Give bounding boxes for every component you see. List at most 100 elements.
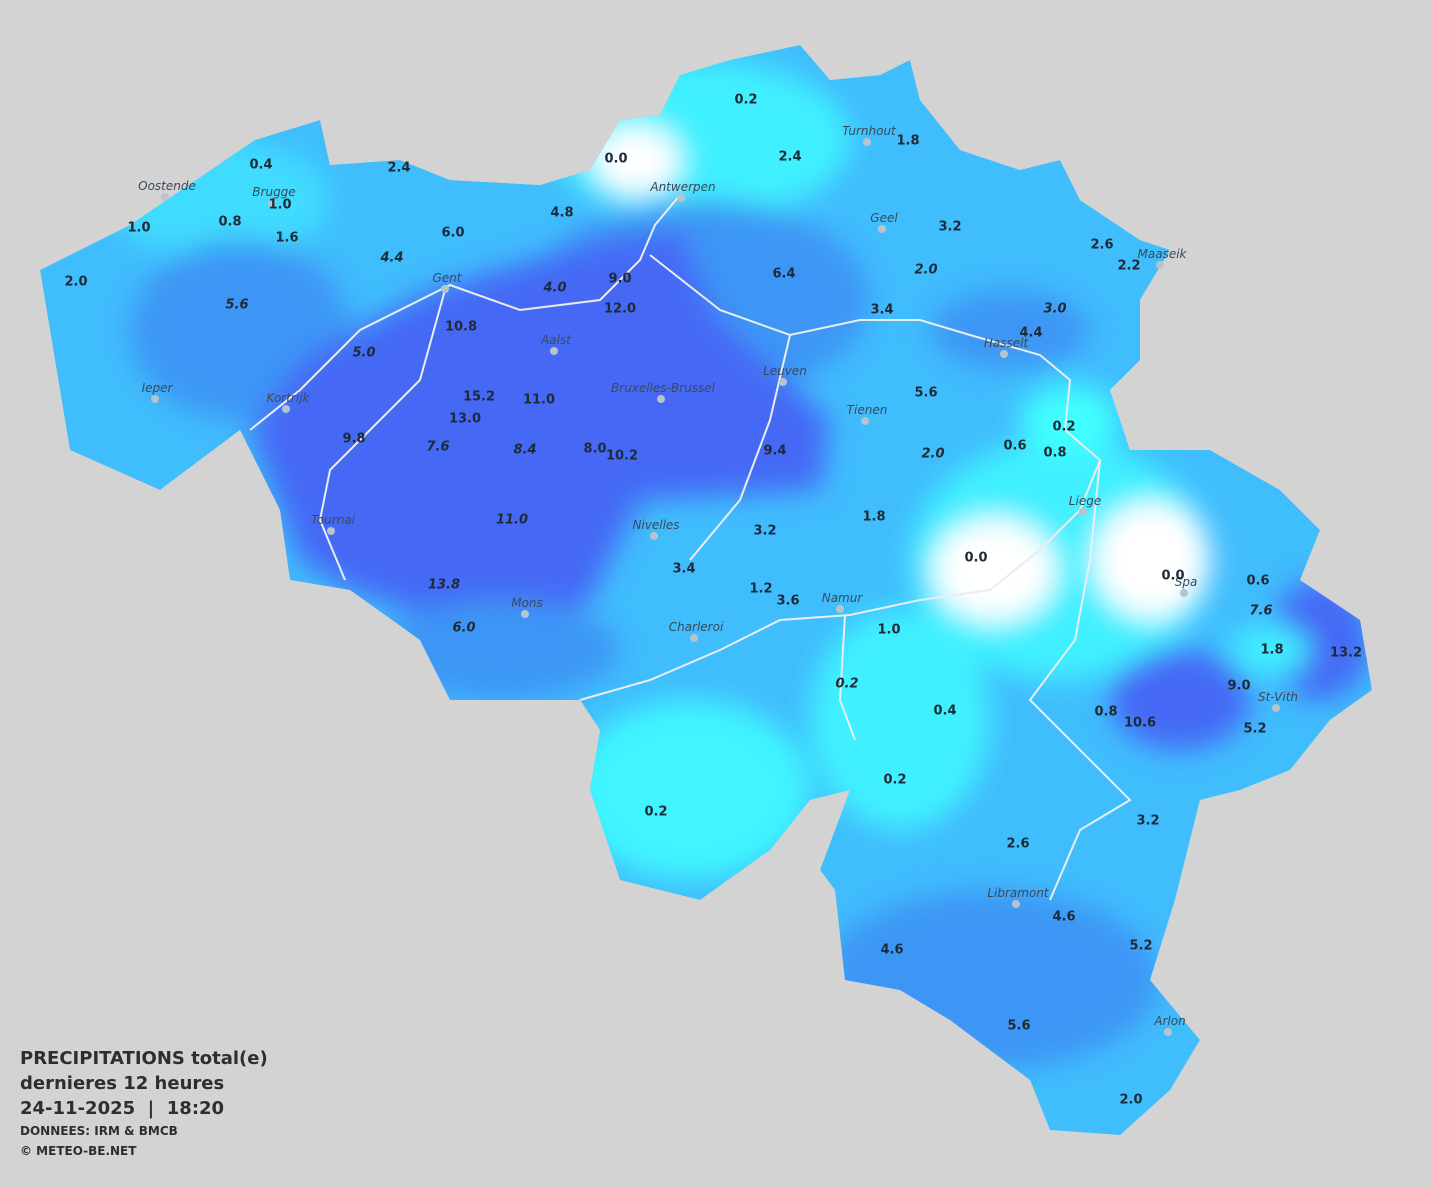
cities: Oostende Brugge Antwerpen Turnhout Geel Maase… xyxy=(138,124,1298,1036)
city-dot xyxy=(1180,589,1188,597)
value-label: 0.0 xyxy=(1161,569,1184,584)
value-label: 13.0 xyxy=(449,412,481,427)
value-label: 1.8 xyxy=(896,134,919,149)
contours xyxy=(110,60,1370,1135)
value-label: 6.4 xyxy=(772,267,795,282)
city-label: Kortrijk xyxy=(267,391,311,405)
city-label: Leuven xyxy=(763,364,807,378)
value-label: 3.4 xyxy=(672,562,695,577)
city-label: Arlon xyxy=(1153,1014,1185,1028)
value-label: 8.4 xyxy=(513,443,536,458)
value-label: 3.2 xyxy=(938,220,961,235)
value-label: 12.0 xyxy=(604,302,636,317)
zone-mid xyxy=(820,890,1160,1070)
value-label: 2.0 xyxy=(1119,1093,1142,1108)
value-label: 1.8 xyxy=(1260,643,1283,658)
city-dot xyxy=(1000,350,1008,358)
city-dot xyxy=(327,527,335,535)
value-label: 5.6 xyxy=(1007,1019,1030,1034)
value-label: 5.6 xyxy=(225,298,248,313)
value-label: 2.0 xyxy=(64,275,87,290)
city-dot xyxy=(878,225,886,233)
value-label: 3.6 xyxy=(776,594,799,609)
city-label: Antwerpen xyxy=(649,180,715,194)
value-label: 1.2 xyxy=(749,582,772,597)
zone-dark xyxy=(250,230,830,620)
value-label: 5.2 xyxy=(1243,722,1266,737)
city-dot xyxy=(863,138,871,146)
legend-period: dernieres 12 heures xyxy=(20,1073,225,1094)
value-label: 7.6 xyxy=(1249,604,1272,619)
city-label: Tournai xyxy=(311,513,356,527)
city-dot xyxy=(161,193,169,201)
city-label: St-Vith xyxy=(1258,690,1298,704)
value-label: 3.0 xyxy=(1043,302,1066,317)
legend: PRECIPITATIONS total(e) dernieres 12 heu… xyxy=(20,1046,268,1161)
zone-dark xyxy=(1270,580,1370,700)
legend-title: PRECIPITATIONS total(e) xyxy=(20,1048,268,1069)
city-label: Oostende xyxy=(138,179,196,193)
value-label: 0.4 xyxy=(933,704,956,719)
city-dot xyxy=(677,194,685,202)
city-dot xyxy=(657,395,665,403)
city-label: Geel xyxy=(870,211,898,225)
value-label: 1.0 xyxy=(127,221,150,236)
zone-cyan xyxy=(1020,385,1120,455)
city-dot xyxy=(521,610,529,618)
city-dot xyxy=(1272,704,1280,712)
zone-cyan xyxy=(570,700,810,880)
value-label: 9.0 xyxy=(1227,679,1250,694)
value-label: 0.8 xyxy=(1094,705,1117,720)
precip-field xyxy=(40,45,1372,1135)
value-label: 0.2 xyxy=(1052,420,1075,435)
zone-zero xyxy=(1094,502,1210,618)
city-dot xyxy=(268,199,276,207)
value-label: 15.2 xyxy=(463,390,495,405)
city-dot xyxy=(779,378,787,386)
value-label: 0.2 xyxy=(835,677,858,692)
value-label: 3.4 xyxy=(870,303,893,318)
value-label: 1.8 xyxy=(862,510,885,525)
value-label: 10.6 xyxy=(1124,716,1156,731)
value-label: 0.6 xyxy=(1246,574,1269,589)
city-label: Gent xyxy=(433,271,463,285)
value-label: 2.6 xyxy=(1006,837,1029,852)
value-label: 4.0 xyxy=(542,281,566,296)
value-label: 9.8 xyxy=(342,432,365,447)
zone-cyan xyxy=(1230,625,1310,675)
city-dot xyxy=(690,634,698,642)
value-label: 1.0 xyxy=(877,623,900,638)
city-label: Libramont xyxy=(987,886,1050,900)
city-dot xyxy=(836,605,844,613)
legend-datetime: 24-11-2025 | 18:20 xyxy=(20,1098,225,1119)
value-label: 5.0 xyxy=(352,346,375,361)
value-label: 4.4 xyxy=(379,251,403,266)
city-dot xyxy=(861,417,869,425)
zone-cyan xyxy=(550,60,850,220)
city-label: Ieper xyxy=(142,381,174,395)
value-label: 10.2 xyxy=(606,449,638,464)
values: 0.2 0.0 2.4 1.8 0.4 2.4 1.0 0.8 1.0 1.6 4.8 6.0 3.2 2… xyxy=(64,93,1362,1108)
city-label: Maaseik xyxy=(1138,247,1188,261)
city-dot xyxy=(550,347,558,355)
city-label: Liege xyxy=(1069,494,1101,508)
border-lines xyxy=(249,194,1132,901)
zone-mid xyxy=(930,290,1090,370)
zone-cyan xyxy=(810,610,990,830)
value-label: 1.0 xyxy=(268,198,291,213)
city-dot xyxy=(1012,900,1020,908)
city-label: Tienen xyxy=(847,403,888,417)
value-label: 2.0 xyxy=(914,263,937,278)
value-label: 0.8 xyxy=(218,215,241,230)
zone-mid xyxy=(380,600,620,700)
value-label: 0.2 xyxy=(644,805,667,820)
zone-zero xyxy=(592,126,680,194)
value-label: 10.8 xyxy=(445,320,477,335)
value-label: 5.6 xyxy=(914,386,937,401)
city-dot xyxy=(151,395,159,403)
value-label: 0.8 xyxy=(1043,446,1066,461)
city-label: Mons xyxy=(511,596,543,610)
value-label: 4.4 xyxy=(1019,326,1042,341)
